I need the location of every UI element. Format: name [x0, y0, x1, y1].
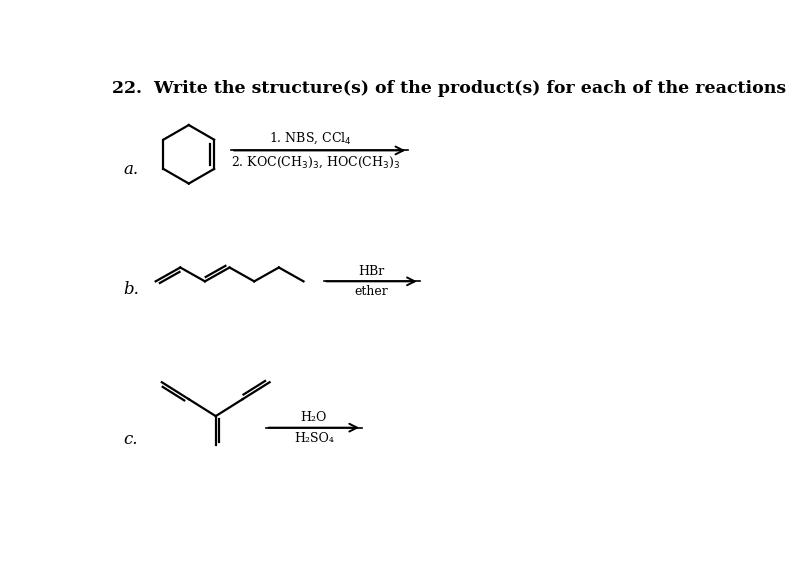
- Text: a.: a.: [123, 161, 138, 178]
- Text: HBr: HBr: [358, 264, 385, 277]
- Text: 2. KOC(CH$_3$)$_3$, HOC(CH$_3$)$_3$: 2. KOC(CH$_3$)$_3$, HOC(CH$_3$)$_3$: [231, 154, 400, 170]
- Text: 1. NBS, CCl$_4$: 1. NBS, CCl$_4$: [269, 130, 352, 146]
- Text: ether: ether: [354, 285, 388, 298]
- Text: H₂SO₄: H₂SO₄: [294, 432, 334, 444]
- Text: 22.  Write the structure(s) of the product(s) for each of the reactions below.: 22. Write the structure(s) of the produc…: [112, 79, 786, 97]
- Text: H₂O: H₂O: [301, 411, 327, 424]
- Text: c.: c.: [123, 431, 138, 448]
- Text: b.: b.: [123, 281, 139, 298]
